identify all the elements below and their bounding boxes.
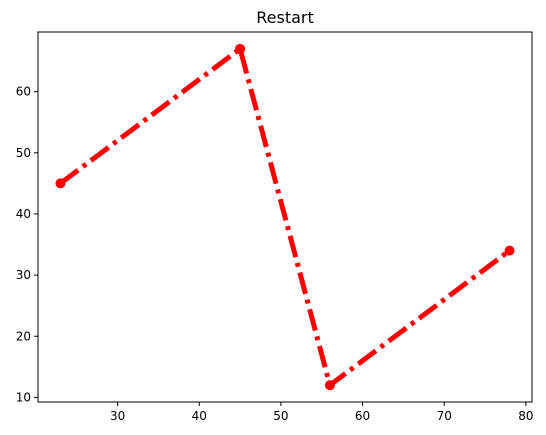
y-axis: 10 20 30 40 50 60 bbox=[16, 85, 38, 404]
series-line bbox=[58, 46, 512, 388]
data-point-marker bbox=[324, 380, 335, 391]
y-tick-label: 50 bbox=[16, 146, 31, 160]
x-tick-label: 70 bbox=[437, 409, 452, 423]
data-point-marker bbox=[235, 43, 246, 54]
x-tick-label: 80 bbox=[518, 409, 533, 423]
plot-area-frame bbox=[37, 31, 533, 403]
x-axis: 30 40 50 60 70 80 bbox=[110, 402, 534, 423]
data-point-marker bbox=[504, 245, 515, 256]
data-point-marker bbox=[55, 178, 66, 189]
y-tick-label: 60 bbox=[16, 85, 31, 99]
x-tick-label: 60 bbox=[355, 409, 370, 423]
series-layer bbox=[55, 43, 515, 391]
y-tick-label: 20 bbox=[16, 329, 31, 343]
chart-title: Restart bbox=[256, 8, 314, 27]
y-tick-label: 40 bbox=[16, 207, 31, 221]
x-tick-label: 40 bbox=[192, 409, 207, 423]
y-tick-label: 10 bbox=[16, 390, 31, 404]
y-tick-label: 30 bbox=[16, 268, 31, 282]
x-tick-label: 30 bbox=[110, 409, 125, 423]
x-tick-label: 50 bbox=[273, 409, 288, 423]
